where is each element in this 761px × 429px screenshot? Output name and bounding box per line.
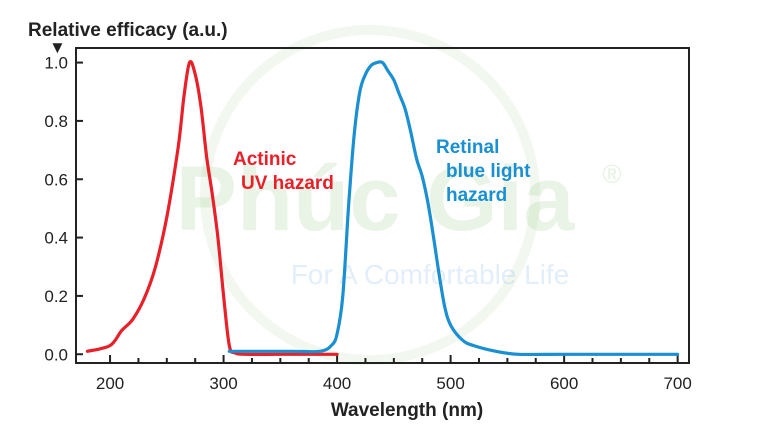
series-label-retinal-blue: Retinal blue light hazard (436, 137, 536, 206)
x-tick-label: 400 (323, 374, 351, 393)
series-label-retinal-line2: blue light (446, 161, 531, 182)
series-label-actinic-line1: Actinic (233, 149, 297, 170)
x-axis-label: Wavelength (nm) (331, 400, 483, 421)
watermark-brand: Phúc Gia (176, 148, 576, 250)
series-group (85, 60, 680, 357)
y-axis-marker: ▼ (49, 38, 66, 57)
y-tick-label: 0.2 (44, 287, 68, 306)
x-tick-label: 500 (436, 374, 464, 393)
x-tick-label: 300 (209, 374, 237, 393)
series-label-actinic-uv: Actinic UV hazard (233, 149, 334, 194)
x-ticks: 200 300 400 500 600 700 (96, 355, 692, 393)
watermark: Phúc Gia For A Comfortable Life ® (176, 25, 622, 365)
series-line-retinal-blue-light-hazard (227, 60, 680, 357)
watermark-tagline: For A Comfortable Life (291, 259, 570, 290)
series-label-actinic-line2: UV hazard (241, 173, 334, 194)
x-tick-label: 200 (96, 374, 124, 393)
plot-frame (75, 47, 690, 364)
y-tick-label: 0.4 (44, 229, 68, 248)
series-label-retinal-line1: Retinal (436, 137, 499, 158)
y-axis-label: Relative efficacy (a.u.) (28, 20, 228, 41)
watermark-registered-mark: ® (602, 159, 621, 189)
y-ticks: 0.0 0.2 0.4 0.6 0.8 1.0 (44, 54, 83, 364)
watermark-ring (200, 25, 540, 365)
y-tick-label: 0.6 (44, 170, 68, 189)
x-tick-label: 600 (550, 374, 578, 393)
y-tick-label: 0.0 (44, 345, 68, 364)
series-label-retinal-line3: hazard (446, 185, 507, 206)
x-tick-label: 700 (663, 374, 691, 393)
y-tick-label: 0.8 (44, 112, 68, 131)
y-tick-label: 1.0 (44, 54, 68, 73)
